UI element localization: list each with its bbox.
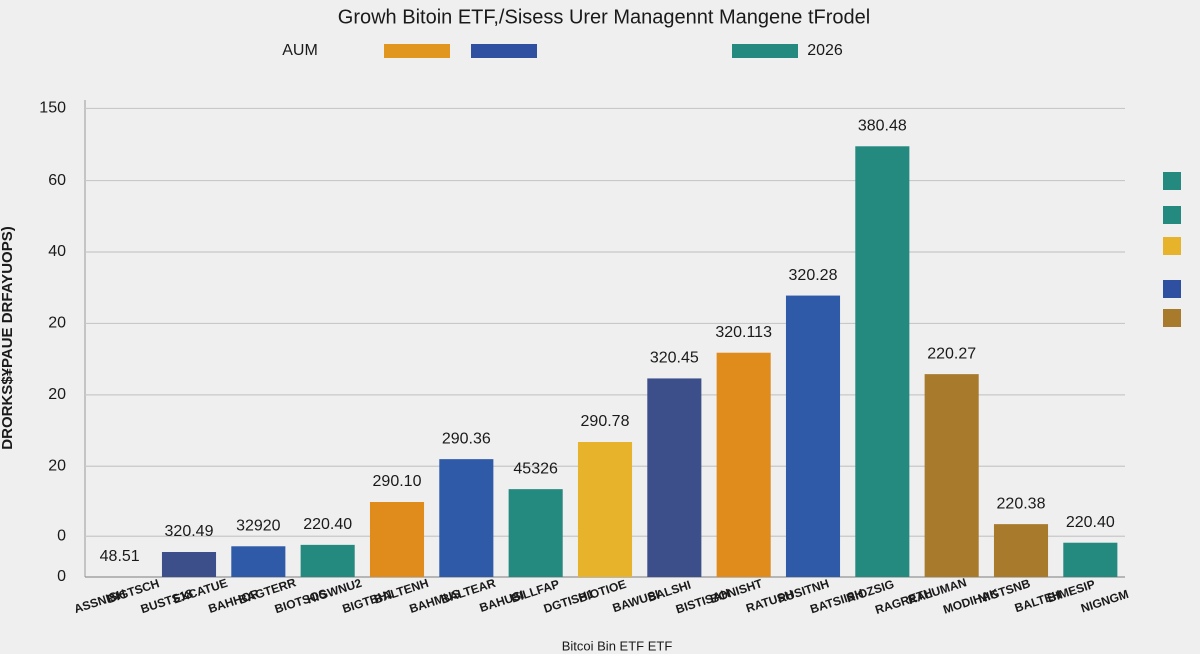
bar (716, 352, 771, 577)
bar (161, 552, 217, 577)
legend-text: AUM (282, 42, 318, 59)
y-tick-label: 0 (57, 528, 66, 545)
y-axis-title: DRORKS$¥PAUE DRFAYUOPS) (0, 226, 16, 449)
data-annotation: 48.51 (100, 548, 140, 565)
legend-swatch (471, 44, 537, 58)
bar (924, 374, 979, 577)
data-annotation: 32920 (236, 518, 281, 535)
data-annotation: 45326 (513, 460, 558, 477)
chart-title: Growh Bitoin ETF,/Sisess Urer Managennt … (338, 6, 870, 28)
data-annotation: 320.28 (789, 267, 838, 284)
bar (1063, 542, 1118, 577)
data-annotation: 220.40 (1066, 514, 1115, 531)
bar (855, 146, 910, 578)
bar (508, 489, 563, 577)
data-annotation: 320.45 (650, 350, 699, 367)
y-tick-label: 40 (48, 243, 66, 260)
data-annotation: 290.36 (442, 430, 491, 447)
data-annotation: 380.48 (858, 118, 907, 135)
bar (369, 502, 425, 577)
bar (231, 546, 286, 577)
x-axis-title: Bitcoi Bin ETF ETF (562, 638, 673, 653)
y-tick-label: 20 (48, 386, 66, 403)
y-tick-label: 20 (48, 315, 66, 332)
data-annotation: 220.40 (303, 516, 352, 533)
bar (577, 442, 633, 577)
data-annotation: 220.27 (927, 345, 976, 362)
side-swatch (1163, 237, 1181, 255)
y-tick-label: 150 (39, 100, 66, 117)
data-annotation: 220.38 (997, 495, 1046, 512)
y-tick-label: 60 (48, 172, 66, 189)
bar (300, 544, 355, 577)
y-tick-label: 20 (48, 458, 66, 475)
legend-text: 2026 (807, 42, 843, 59)
legend-swatch (732, 44, 798, 58)
bar (785, 295, 841, 577)
data-annotation: 290.10 (373, 473, 422, 490)
data-annotation: 290.78 (581, 413, 630, 430)
legend-swatch (384, 44, 450, 58)
bar (647, 378, 702, 577)
bar (439, 459, 494, 577)
bar (993, 524, 1049, 577)
side-swatch (1163, 206, 1181, 224)
side-swatch (1163, 309, 1181, 327)
side-swatch (1163, 172, 1181, 190)
side-swatch (1163, 280, 1181, 298)
data-annotation: 320.49 (165, 523, 214, 540)
data-annotation: 320.113 (715, 324, 772, 341)
y-tick-label: 0 (57, 568, 66, 585)
